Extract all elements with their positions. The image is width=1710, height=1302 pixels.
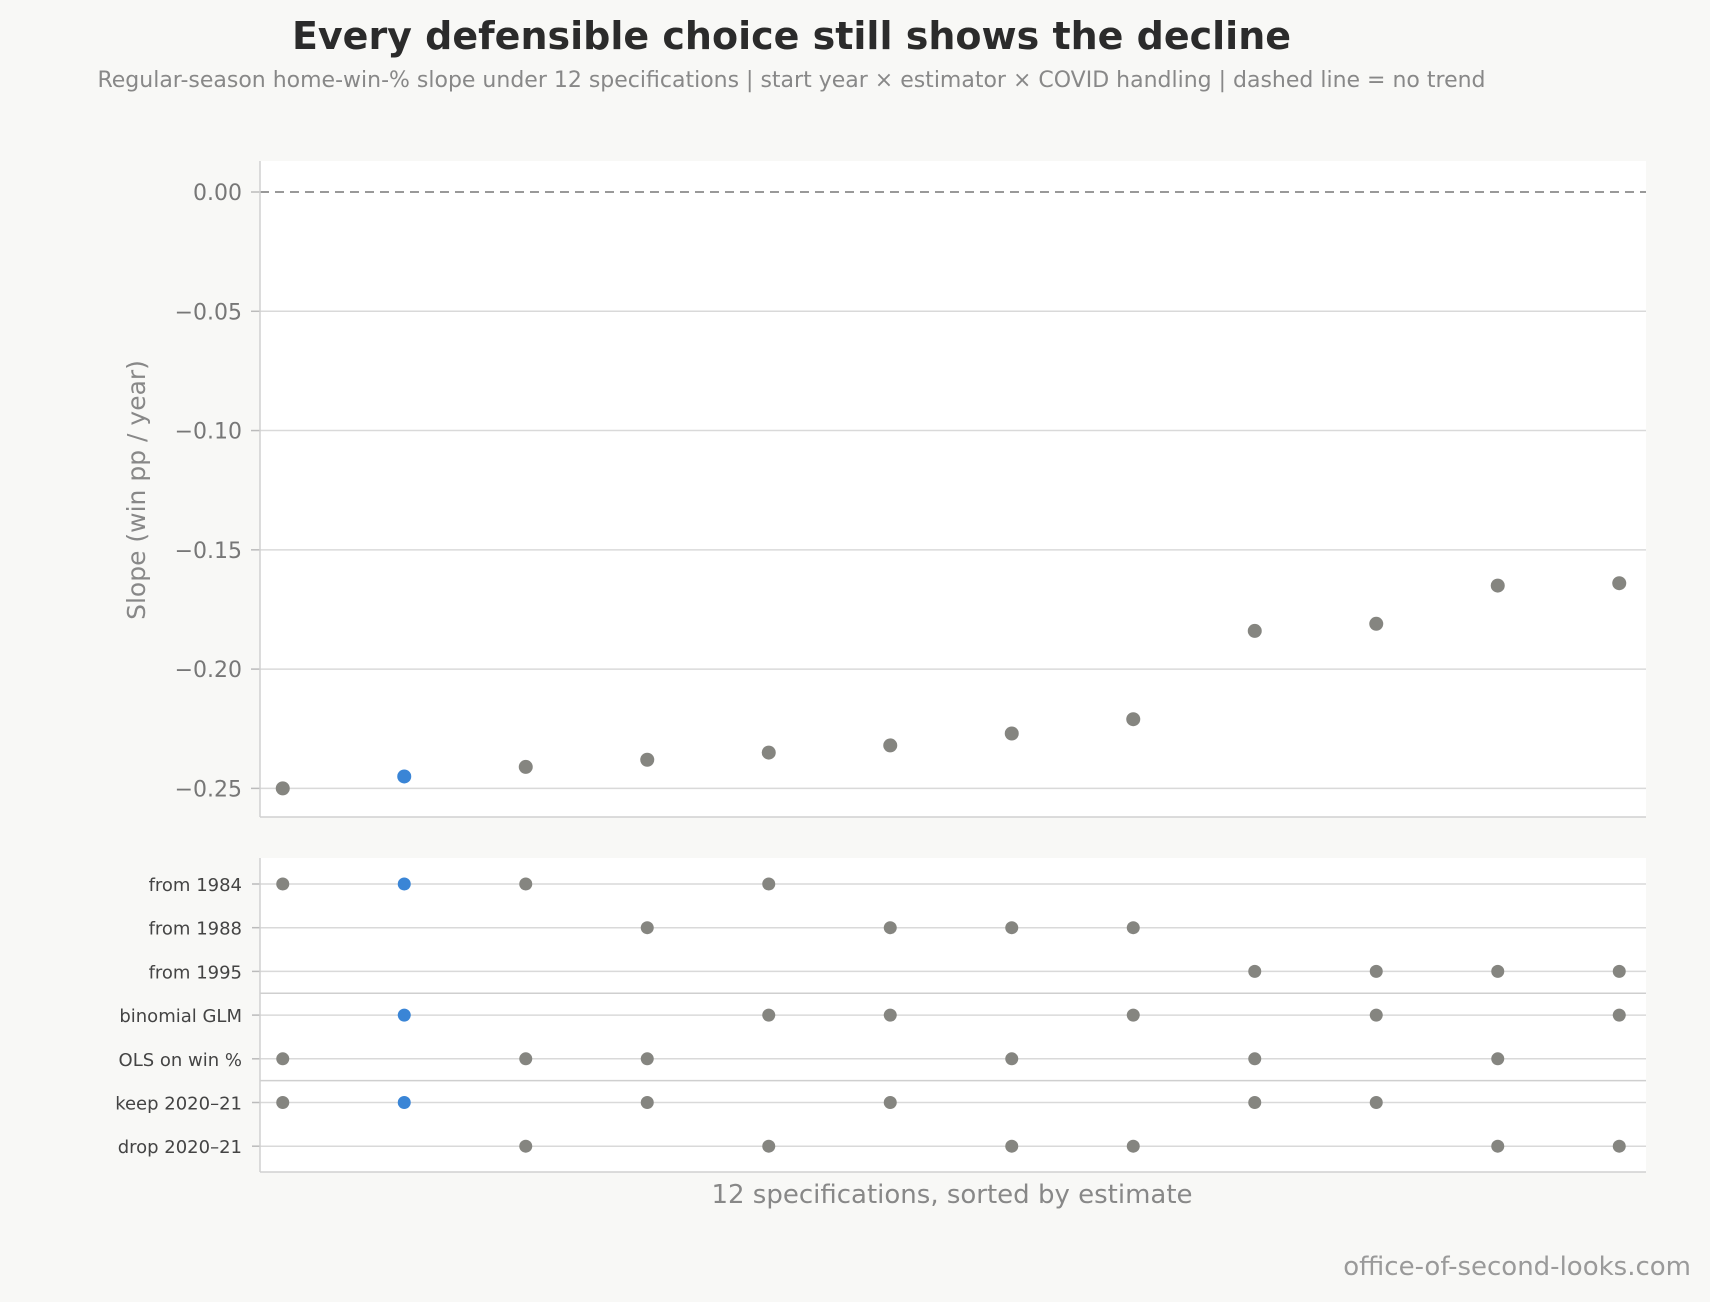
indicator-point [640,921,654,935]
indicator-point [1491,1139,1505,1153]
indicator-row-label: drop 2020–21 [118,1137,242,1158]
slope-point [1004,726,1019,741]
y-tick-label: −0.25 [175,777,242,802]
indicator-point [1612,1139,1626,1153]
y-axis-title: Slope (win pp / year) [122,360,151,620]
indicator-point [1126,1139,1140,1153]
indicator-point [1369,964,1383,978]
indicator-row-label: from 1995 [149,962,242,983]
indicator-point [1491,1052,1505,1066]
slope-point [1369,616,1384,631]
indicator-point [397,877,411,891]
slope-point [397,769,412,784]
indicator-point [1612,964,1626,978]
indicator-point [883,1008,897,1022]
indicator-panel: from 1984 from 1988 from 1995 binomial GLM O… [115,858,1646,1173]
indicator-point [883,921,897,935]
indicator-point [1248,964,1262,978]
indicator-point [397,1008,411,1022]
indicator-point [1248,1052,1262,1066]
indicator-point [762,1139,776,1153]
slope-point [883,738,898,753]
y-tick-label: −0.05 [175,300,242,325]
indicator-point [762,1008,776,1022]
indicator-point [640,1096,654,1109]
indicator-point [883,1096,897,1109]
chart-subtitle: Regular-season home-win-% slope under 12… [97,68,1486,93]
slope-point [518,759,533,774]
slope-point [640,752,655,767]
indicator-point [276,877,290,891]
y-tick-label: −0.10 [175,420,242,445]
y-tick-label: 0.00 [193,181,242,206]
indicator-point [1005,1052,1019,1066]
indicator-point [762,877,776,891]
indicator-point [1005,921,1019,935]
indicator-point [640,1052,654,1066]
indicator-point [1248,1096,1262,1109]
y-tick-label: −0.20 [175,658,242,683]
indicator-point [397,1096,411,1109]
indicator-point [1126,1008,1140,1022]
slope-plot-area [260,161,1646,817]
indicator-row-label: binomial GLM [119,1006,242,1027]
indicator-point [1369,1008,1383,1022]
indicator-point [276,1052,290,1066]
indicator-row-label: OLS on win % [119,1050,242,1071]
slope-panel: 0.00 −0.05 −0.10 −0.15 −0.20 −0.25 [175,161,1646,818]
slope-point [761,745,776,760]
slope-point [275,781,290,796]
chart-title: Every defensible choice still shows the … [291,14,1292,58]
indicator-point [276,1096,290,1109]
indicator-point [519,1052,533,1066]
x-axis-title: 12 specifications, sorted by estimate [711,1180,1192,1210]
indicator-point [519,1139,533,1153]
slope-point [1490,578,1505,593]
site-credit: office-of-second-looks.com [1343,1252,1691,1282]
indicator-point [1491,964,1505,978]
indicator-row-label: keep 2020–21 [115,1094,242,1115]
indicator-row-label: from 1984 [149,875,242,896]
slope-point [1247,623,1262,638]
indicator-row-label: from 1988 [149,919,242,940]
indicator-point [1612,1008,1626,1022]
slope-point [1126,712,1141,727]
indicator-point [1126,921,1140,935]
y-tick-label: −0.15 [175,539,242,564]
indicator-point [519,877,533,891]
indicator-point [1005,1139,1019,1153]
slope-point [1612,576,1627,591]
indicator-point [1369,1096,1383,1109]
